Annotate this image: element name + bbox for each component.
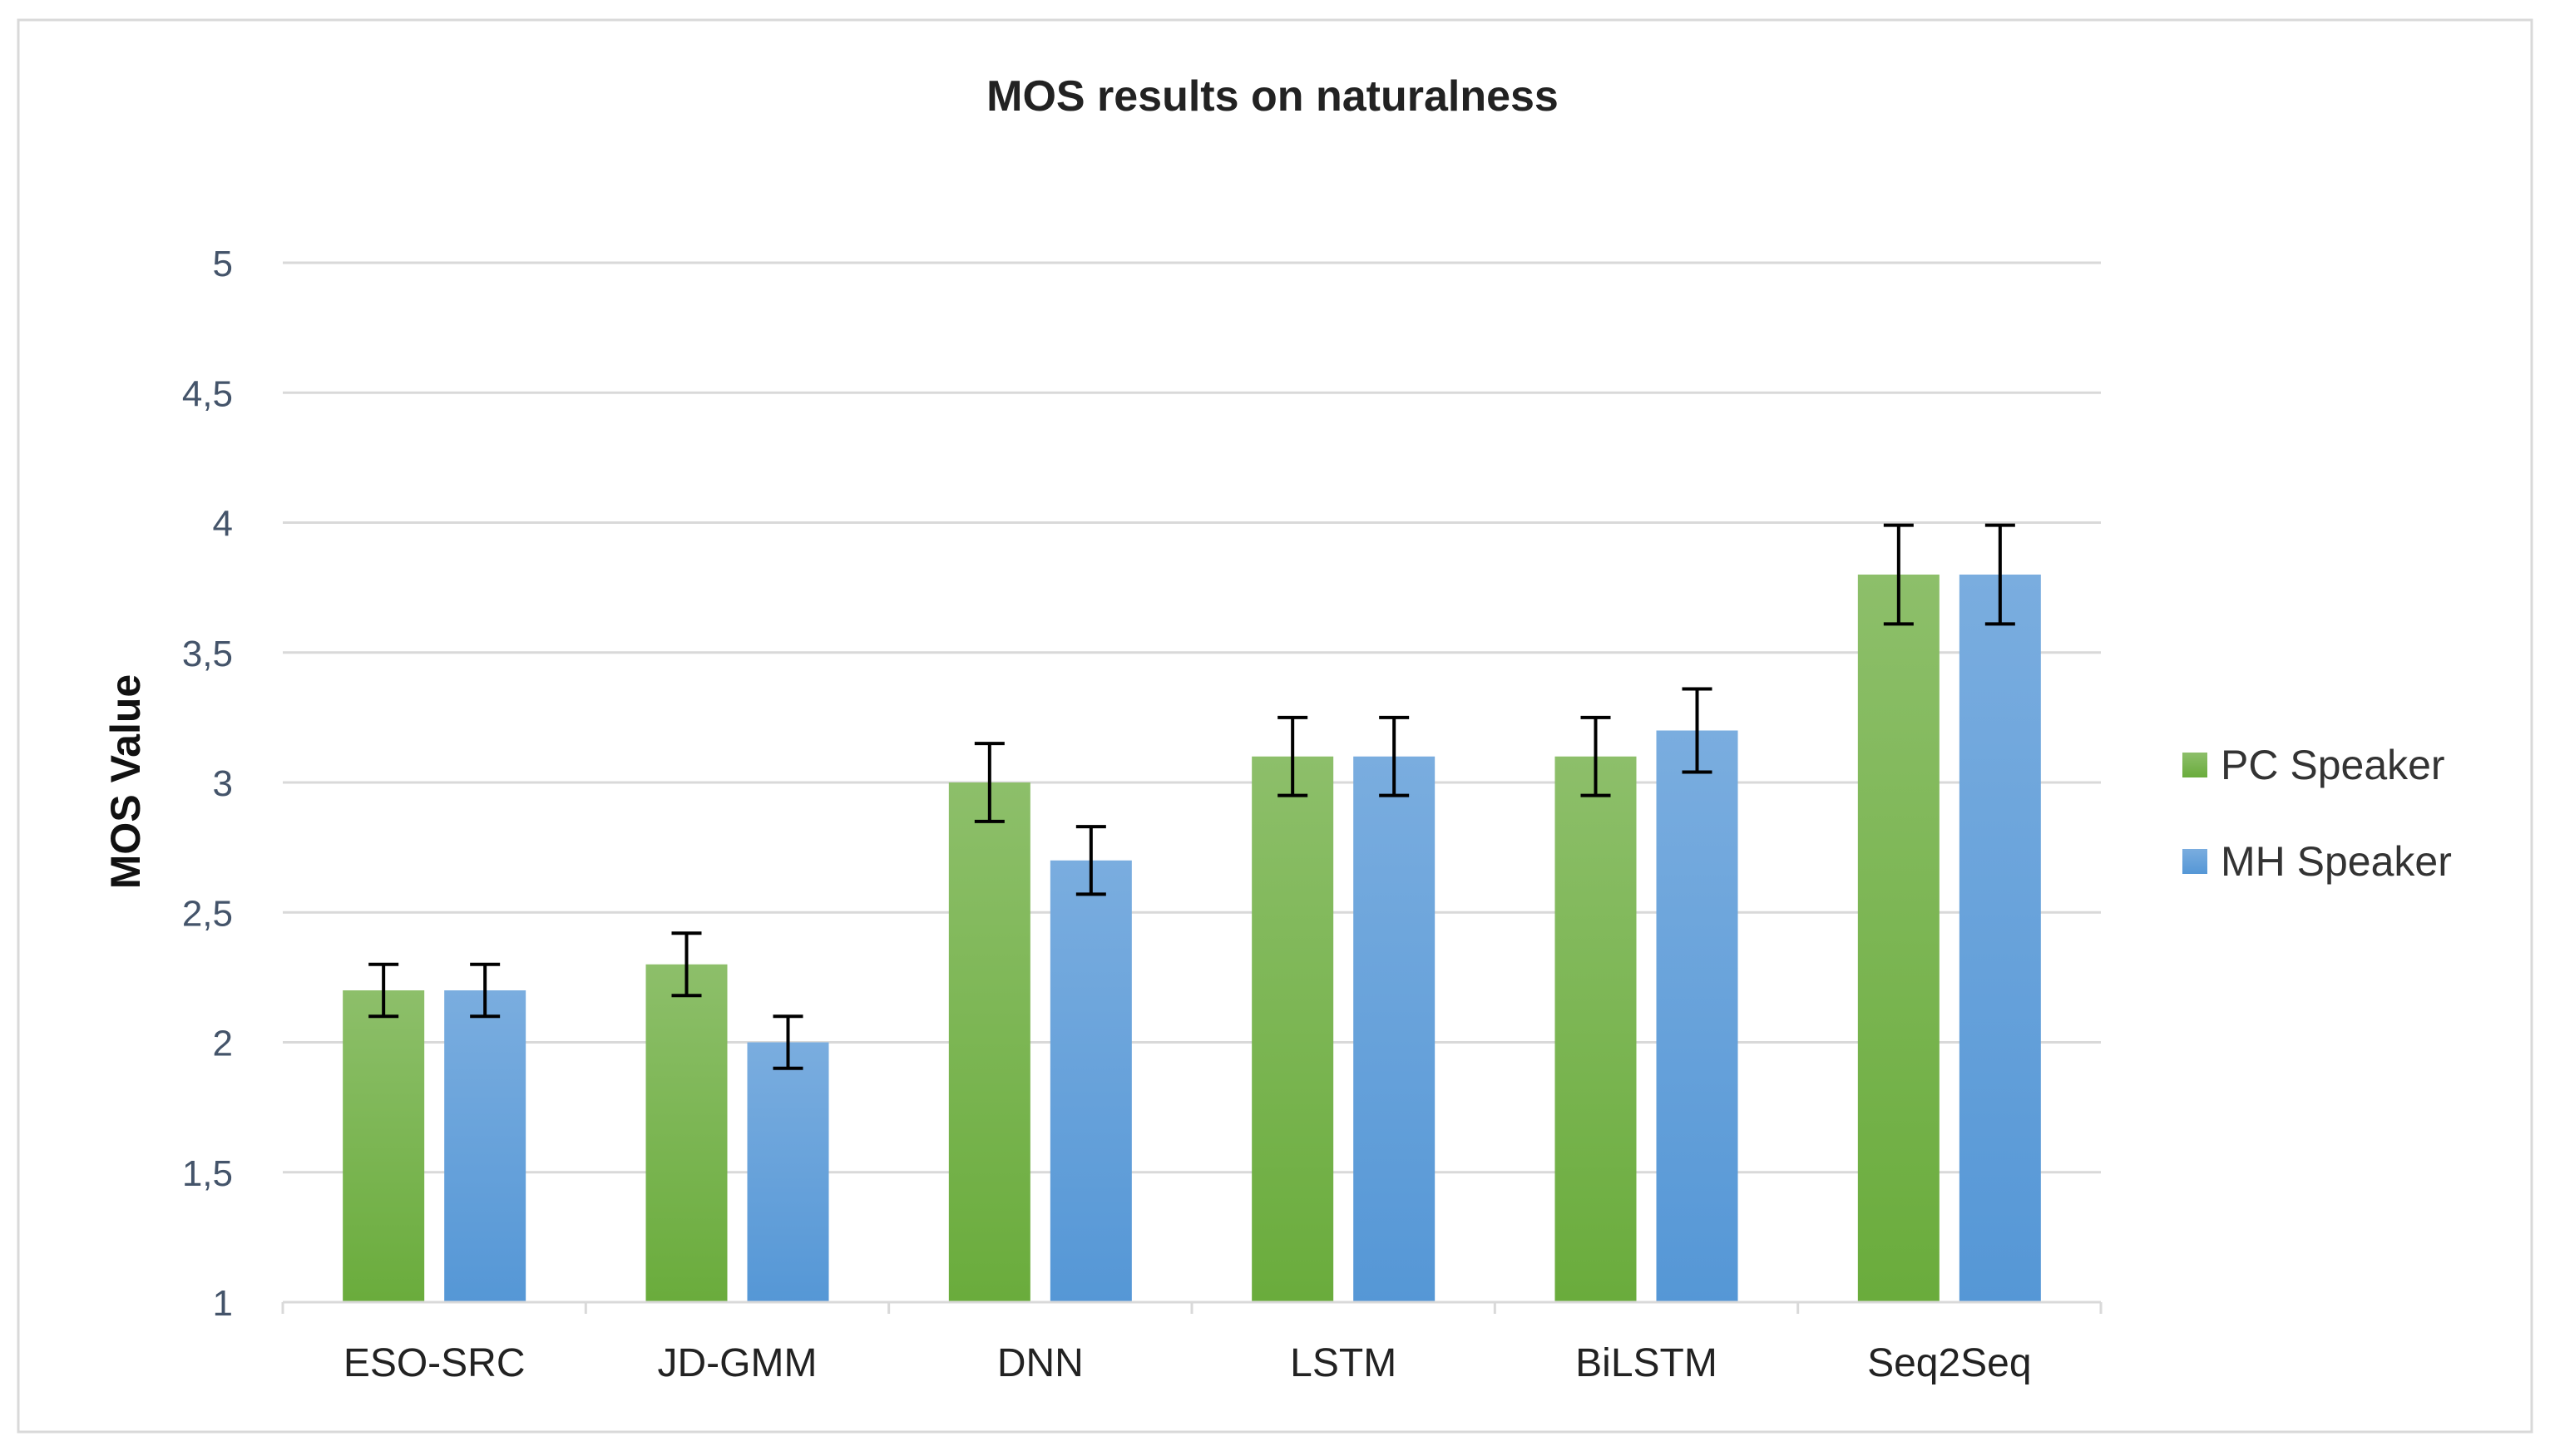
x-axis-categories: ESO-SRC JD-GMM DNN LSTM BiLSTM Seq2Seq: [343, 1341, 2032, 1385]
x-category-seq2seq: Seq2Seq: [1867, 1341, 2032, 1385]
bar-mh-speaker-eso-src: [444, 990, 526, 1302]
error-bar-pc-speaker-eso-src: [368, 962, 399, 1019]
y-axis-title: MOS Value: [102, 674, 149, 889]
bar-pc-speaker-seq2seq: [1857, 575, 1940, 1302]
legend-swatch-pc-speaker: [2182, 753, 2207, 777]
bars: [343, 575, 2041, 1302]
error-bar-mh-speaker-seq2seq: [1984, 523, 2015, 626]
bar-mh-speaker-bilstm: [1656, 730, 1738, 1302]
bar-mh-speaker-dnn: [1050, 860, 1132, 1302]
error-bar-pc-speaker-jd-gmm: [671, 931, 702, 998]
x-category-lstm: LSTM: [1290, 1341, 1396, 1385]
error-bar-mh-speaker-dnn: [1075, 825, 1106, 896]
x-category-jd-gmm: JD-GMM: [658, 1341, 818, 1385]
error-bar-mh-speaker-bilstm: [1682, 687, 1712, 774]
error-bar-pc-speaker-lstm: [1277, 715, 1308, 797]
legend-label-mh-speaker: MH Speaker: [2221, 838, 2452, 885]
x-category-dnn: DNN: [997, 1341, 1084, 1385]
bar-pc-speaker-jd-gmm: [645, 964, 728, 1302]
x-category-eso-src: ESO-SRC: [343, 1341, 526, 1385]
y-tick-label: 5: [213, 244, 233, 284]
error-bar-pc-speaker-bilstm: [1580, 715, 1611, 797]
bar-mh-speaker-seq2seq: [1959, 575, 2041, 1302]
chart-title: MOS results on naturalness: [986, 72, 1559, 121]
error-bar-mh-speaker-lstm: [1379, 715, 1410, 797]
bar-mh-speaker-jd-gmm: [747, 1042, 829, 1302]
error-bar-pc-speaker-dnn: [974, 742, 1005, 823]
gridlines: [283, 261, 2101, 1174]
y-tick-label: 4: [213, 504, 233, 545]
y-tick-label: 4,5: [182, 373, 233, 414]
y-tick-label: 3,5: [182, 634, 233, 674]
bar-pc-speaker-bilstm: [1554, 756, 1637, 1302]
y-tick-label: 3: [213, 763, 233, 804]
x-axis: [281, 1301, 2103, 1314]
legend-swatch-mh-speaker: [2182, 849, 2207, 874]
bar-pc-speaker-dnn: [948, 782, 1030, 1302]
legend-label-pc-speaker: PC Speaker: [2221, 742, 2445, 788]
x-category-bilstm: BiLSTM: [1575, 1341, 1717, 1385]
bar-pc-speaker-eso-src: [343, 990, 425, 1302]
y-tick-label: 1: [213, 1283, 233, 1324]
bar-mh-speaker-lstm: [1353, 756, 1436, 1302]
y-tick-label: 1,5: [182, 1153, 233, 1194]
legend: PC Speaker MH Speaker: [2182, 742, 2452, 885]
error-bar-pc-speaker-seq2seq: [1883, 523, 1914, 626]
error-bars: [368, 523, 2015, 1070]
bar-pc-speaker-lstm: [1252, 756, 1334, 1302]
y-tick-label: 2: [213, 1024, 233, 1064]
error-bar-mh-speaker-eso-src: [470, 962, 501, 1019]
y-axis-ticks: 1 1,5 2 2,5 3 3,5 4 4,5 5: [182, 244, 233, 1324]
error-bar-mh-speaker-jd-gmm: [773, 1014, 803, 1070]
y-tick-label: 2,5: [182, 893, 233, 934]
